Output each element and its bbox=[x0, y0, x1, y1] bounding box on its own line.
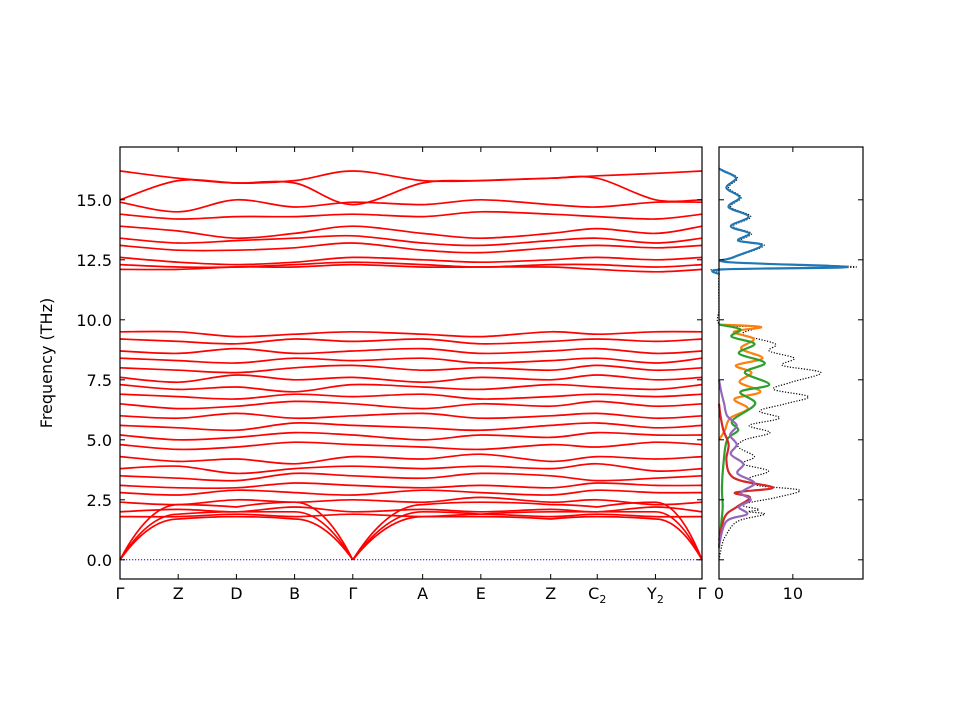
y-tick-label: 10.0 bbox=[76, 311, 112, 330]
acoustic-branch bbox=[119, 510, 703, 561]
phonon-band bbox=[119, 462, 703, 475]
phonon-band bbox=[119, 489, 703, 496]
band-y-axis-ticks: 0.0 2.5 5.0 7.5 10.0 12.5 15.0 bbox=[76, 191, 702, 570]
phonon-band bbox=[119, 225, 703, 240]
phonon-band bbox=[119, 347, 703, 355]
dos-panel: 0 10 bbox=[710, 146, 864, 603]
phonon-band bbox=[119, 234, 703, 247]
dos-x-tick-label: 10 bbox=[783, 584, 803, 603]
phonon-band bbox=[119, 400, 703, 410]
y-tick-label: 12.5 bbox=[76, 251, 112, 270]
phonon-band bbox=[119, 482, 703, 490]
phonon-band bbox=[119, 210, 703, 220]
dos-plot-frame bbox=[718, 146, 864, 580]
y-tick-label: 2.5 bbox=[87, 491, 112, 510]
phonon-band bbox=[119, 496, 703, 506]
band-structure-panel: 0.0 2.5 5.0 7.5 10.0 12.5 15.0 Γ Z D B Γ A E Z C2 Y2 Γ F… bbox=[37, 146, 707, 606]
dos-series bbox=[717, 323, 771, 548]
phonon-band bbox=[119, 330, 703, 338]
phonon-band bbox=[119, 393, 703, 400]
phonon-band bbox=[119, 364, 703, 374]
band-plot-frame bbox=[119, 146, 703, 580]
phonon-band bbox=[119, 453, 703, 465]
x-tick-label: Γ bbox=[348, 584, 357, 603]
phonon-band bbox=[119, 383, 703, 393]
phonon-band bbox=[119, 412, 703, 420]
x-tick-label: Y2 bbox=[646, 584, 664, 606]
x-tick-label: E bbox=[476, 584, 486, 603]
x-tick-label: Γ bbox=[116, 584, 125, 603]
phonon-band bbox=[119, 374, 703, 384]
phonon-band bbox=[119, 198, 703, 213]
dos-series bbox=[711, 167, 849, 276]
y-axis-label: Frequency (THz) bbox=[37, 298, 56, 428]
x-tick-label: C2 bbox=[588, 584, 606, 606]
dos-series bbox=[718, 323, 764, 441]
y-tick-label: 5.0 bbox=[87, 431, 112, 450]
x-tick-label: Z bbox=[545, 584, 556, 603]
x-tick-label: D bbox=[230, 584, 242, 603]
phonon-band bbox=[119, 338, 703, 345]
y-tick-label: 0.0 bbox=[87, 551, 112, 570]
dos-series bbox=[717, 403, 775, 541]
phonon-band bbox=[119, 472, 703, 482]
x-tick-label: Γ bbox=[698, 584, 707, 603]
phonon-band bbox=[119, 441, 703, 451]
dos-series bbox=[717, 379, 756, 546]
acoustic-branch bbox=[119, 501, 703, 561]
x-tick-label: Z bbox=[173, 584, 184, 603]
band-lines bbox=[119, 170, 703, 561]
phonon-band bbox=[119, 170, 703, 184]
y-tick-label: 15.0 bbox=[76, 191, 112, 210]
x-tick-label: B bbox=[289, 584, 300, 603]
y-tick-label: 7.5 bbox=[87, 371, 112, 390]
dos-x-tick-label: 0 bbox=[714, 584, 724, 603]
phonon-band bbox=[119, 242, 703, 254]
x-tick-label: A bbox=[417, 584, 428, 603]
acoustic-branch bbox=[119, 515, 703, 561]
phonon-band bbox=[119, 261, 703, 269]
phonon-band bbox=[119, 357, 703, 364]
band-x-axis-ticks: Γ Z D B Γ A E Z C2 Y2 Γ bbox=[116, 147, 707, 606]
phonon-band bbox=[119, 421, 703, 432]
phonon-band bbox=[119, 256, 703, 266]
dos-series-lines bbox=[710, 167, 857, 560]
phonon-band bbox=[119, 431, 703, 441]
dos-axis-ticks: 0 10 bbox=[714, 147, 863, 603]
